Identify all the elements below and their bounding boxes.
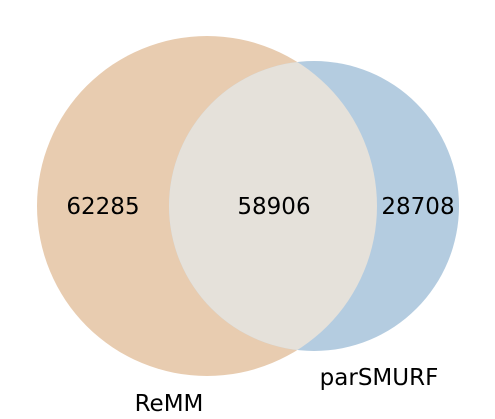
set-label-remm: ReMM [135, 391, 204, 417]
remm-only-count: 62285 [66, 194, 139, 220]
intersection-count: 58906 [237, 194, 310, 220]
intersection-region [169, 61, 377, 351]
set-label-parsmurf: parSMURF [320, 365, 439, 391]
parsmurf-only-count: 28708 [381, 194, 454, 220]
